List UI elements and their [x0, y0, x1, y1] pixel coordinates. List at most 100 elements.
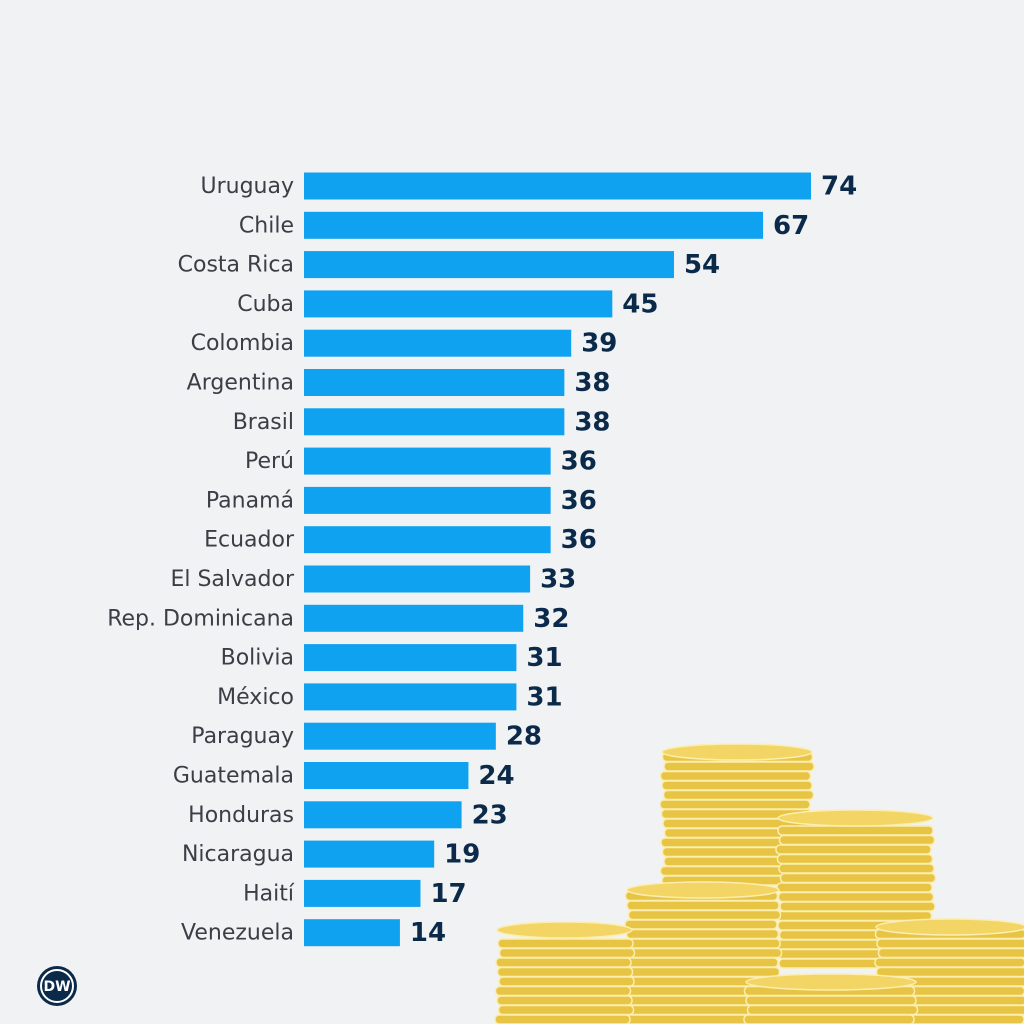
coin	[498, 976, 635, 987]
value-label: 38	[574, 407, 610, 437]
bar	[304, 644, 517, 672]
bar	[304, 840, 435, 868]
value-label: 23	[472, 800, 508, 830]
category-label: Panamá	[206, 488, 294, 513]
category-label: El Salvador	[170, 567, 294, 592]
logo: DW	[37, 966, 77, 1006]
coin	[779, 901, 936, 912]
bar	[304, 919, 400, 947]
bar	[304, 526, 551, 554]
value-label: 24	[478, 761, 514, 791]
bar	[304, 762, 469, 789]
coin	[626, 900, 780, 911]
coin	[778, 834, 936, 846]
value-label: 31	[526, 643, 562, 673]
logo-text: DW	[43, 979, 70, 995]
value-label: 36	[561, 525, 597, 555]
bar	[304, 565, 531, 593]
coin	[662, 789, 815, 801]
coin	[775, 844, 932, 855]
value-label: 74	[821, 172, 857, 202]
coin	[497, 1004, 635, 1016]
bar	[304, 251, 674, 279]
category-label: Chile	[239, 213, 294, 238]
coin-top	[745, 973, 917, 991]
bar	[304, 683, 517, 711]
coin-top	[661, 743, 813, 761]
category-label: Ecuador	[204, 528, 295, 553]
coin	[659, 770, 812, 782]
coin	[494, 985, 632, 997]
value-label: 36	[561, 447, 597, 477]
value-label: 33	[540, 565, 576, 595]
coin	[495, 957, 632, 968]
value-label: 45	[622, 289, 658, 319]
coin-top	[875, 918, 1024, 936]
logo-ring	[40, 969, 74, 1003]
bar	[304, 604, 524, 632]
coin-top	[777, 809, 934, 827]
coin	[625, 928, 780, 940]
category-label: Nicaragua	[182, 842, 294, 867]
coin	[779, 872, 937, 884]
coin	[494, 1014, 631, 1024]
bar	[304, 290, 613, 318]
coin	[778, 863, 935, 874]
category-label: Costa Rica	[178, 253, 294, 278]
coin-top	[626, 881, 780, 899]
coin	[874, 957, 1024, 968]
value-label: 32	[533, 604, 569, 634]
coin	[624, 919, 778, 930]
coin	[746, 1004, 919, 1016]
bar	[304, 801, 462, 829]
value-label: 36	[561, 486, 597, 516]
bar	[304, 447, 551, 475]
category-label: Brasil	[233, 410, 294, 435]
coin	[663, 761, 815, 772]
category-label: Haití	[243, 881, 295, 906]
bar	[304, 486, 551, 514]
category-label: Uruguay	[201, 174, 295, 199]
value-label: 17	[430, 879, 466, 909]
coin	[745, 995, 917, 1006]
coin	[777, 825, 934, 836]
coin	[743, 1014, 915, 1024]
coin	[498, 947, 636, 959]
value-label: 39	[581, 329, 617, 359]
coin	[877, 947, 1024, 959]
value-label: 54	[684, 250, 720, 280]
category-label: Argentina	[187, 371, 294, 396]
coin	[776, 882, 933, 893]
bar	[304, 329, 572, 357]
category-label: Honduras	[188, 803, 294, 828]
bar	[304, 879, 421, 907]
coin	[776, 853, 934, 865]
coin	[627, 909, 782, 921]
value-label: 28	[506, 722, 542, 752]
logo-circle	[37, 966, 77, 1006]
category-label: Bolivia	[221, 646, 294, 671]
bar	[304, 172, 811, 200]
coin	[875, 966, 1024, 978]
category-label: Perú	[245, 449, 294, 474]
coin	[876, 938, 1024, 949]
category-label: Guatemala	[173, 764, 294, 789]
coin	[627, 938, 781, 949]
coin	[777, 891, 935, 903]
coin	[775, 910, 933, 922]
coin-top	[496, 921, 633, 939]
category-label: Cuba	[237, 292, 294, 317]
value-label: 38	[574, 368, 610, 398]
category-label: Venezuela	[181, 921, 294, 946]
coin	[625, 957, 779, 968]
value-label: 14	[410, 918, 446, 948]
coin	[661, 780, 813, 791]
category-label: Colombia	[191, 331, 294, 356]
coin	[659, 799, 811, 810]
coins-illustration	[494, 743, 1024, 1024]
bar	[304, 369, 565, 396]
category-label: México	[217, 685, 294, 710]
coin	[628, 947, 783, 959]
